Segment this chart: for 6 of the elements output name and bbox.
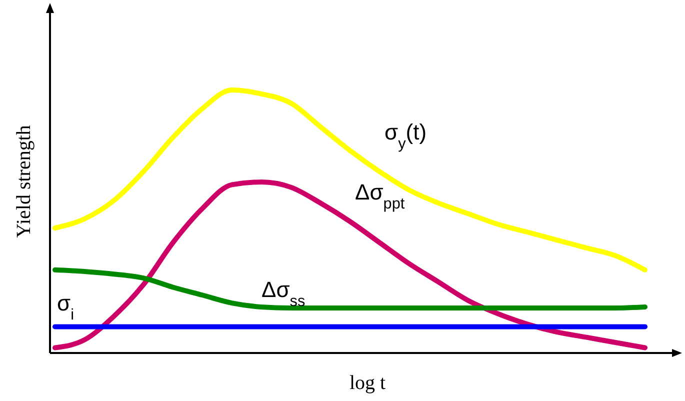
series-label: Δσ$_{ss}$ [262,276,306,310]
x-axis-title: log t [349,372,386,394]
y-axis-title: Yield strength [13,125,35,238]
series-label: σ$_{y}$(t) [384,120,427,152]
series-label: Δσ$_{ppt}$ [355,180,406,212]
series-label: σ$_{i}$ [57,290,74,324]
